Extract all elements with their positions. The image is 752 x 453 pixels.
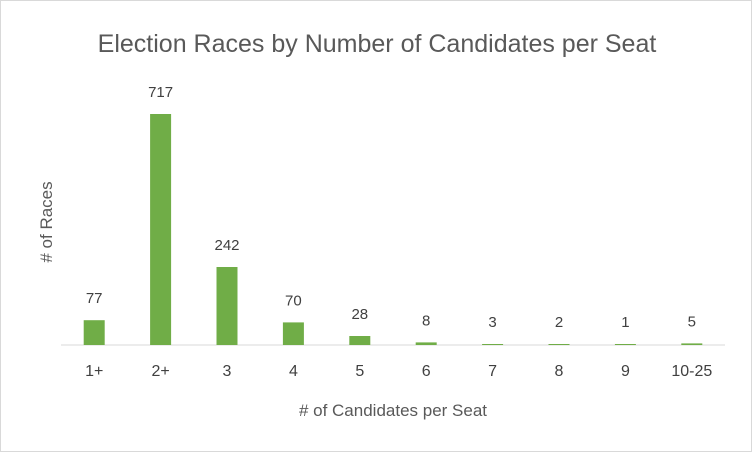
x-tick-label-5: 5 [355,363,364,380]
data-label-9: 1 [621,314,629,331]
chart-title: Election Races by Number of Candidates p… [98,30,657,58]
data-label-5: 28 [351,306,368,323]
data-label-2+: 717 [148,84,173,101]
bar-7 [482,344,504,345]
bar-8 [548,344,570,345]
bar-6 [415,342,437,345]
bar-2+ [150,114,172,345]
x-tick-label-9: 9 [621,363,630,380]
data-label-1+: 77 [86,290,103,307]
data-label-3: 242 [214,237,239,254]
data-label-10-25: 5 [688,313,696,330]
y-axis-title: # of Races [37,181,56,262]
x-tick-label-3: 3 [223,363,232,380]
x-tick-label-7: 7 [488,363,497,380]
bar-3 [216,267,238,345]
x-tick-label-1+: 1+ [85,363,103,380]
x-tick-label-6: 6 [422,363,431,380]
data-label-7: 3 [488,314,496,331]
data-label-8: 2 [555,314,563,331]
bar-1+ [83,320,105,345]
bar-10-25 [681,343,703,345]
data-label-4: 70 [285,292,302,309]
x-tick-label-10-25: 10-25 [671,363,712,380]
data-label-6: 8 [422,312,430,329]
x-tick-label-8: 8 [555,363,564,380]
bar-9 [614,344,636,345]
x-tick-label-2+: 2+ [151,363,169,380]
x-tick-label-4: 4 [289,363,298,380]
x-axis-title: # of Candidates per Seat [299,401,487,420]
bar-5 [349,336,371,345]
bar-4 [282,322,304,345]
